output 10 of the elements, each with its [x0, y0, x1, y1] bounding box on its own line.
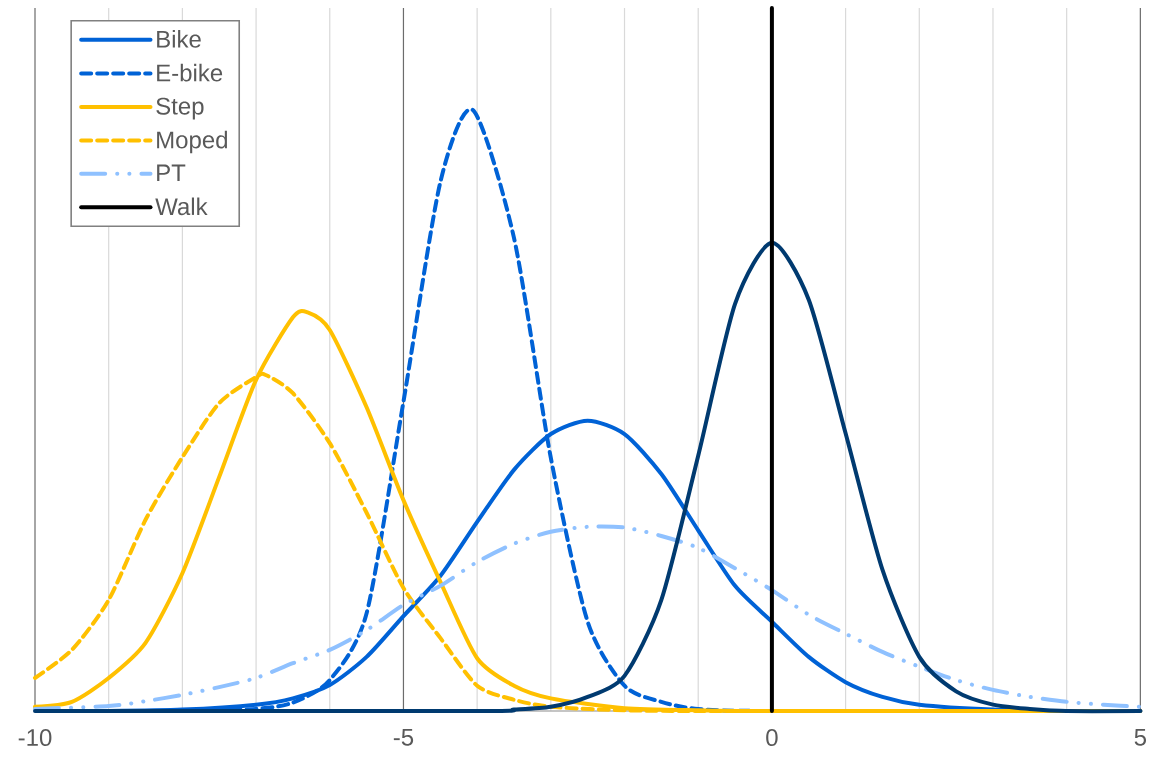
- legend-label: Step: [156, 97, 204, 120]
- x-tick-label: 5: [1134, 729, 1147, 746]
- legend-label: PT: [157, 164, 186, 182]
- x-tick-label: 0: [766, 729, 778, 747]
- x-tick-label: -5: [393, 729, 414, 746]
- legend-label: E-bike: [157, 63, 223, 82]
- legend-label: Moped: [157, 130, 227, 154]
- legend-label: Walk: [155, 197, 208, 216]
- legend-label: Bike: [157, 30, 201, 48]
- x-tick-label: -10: [18, 729, 52, 747]
